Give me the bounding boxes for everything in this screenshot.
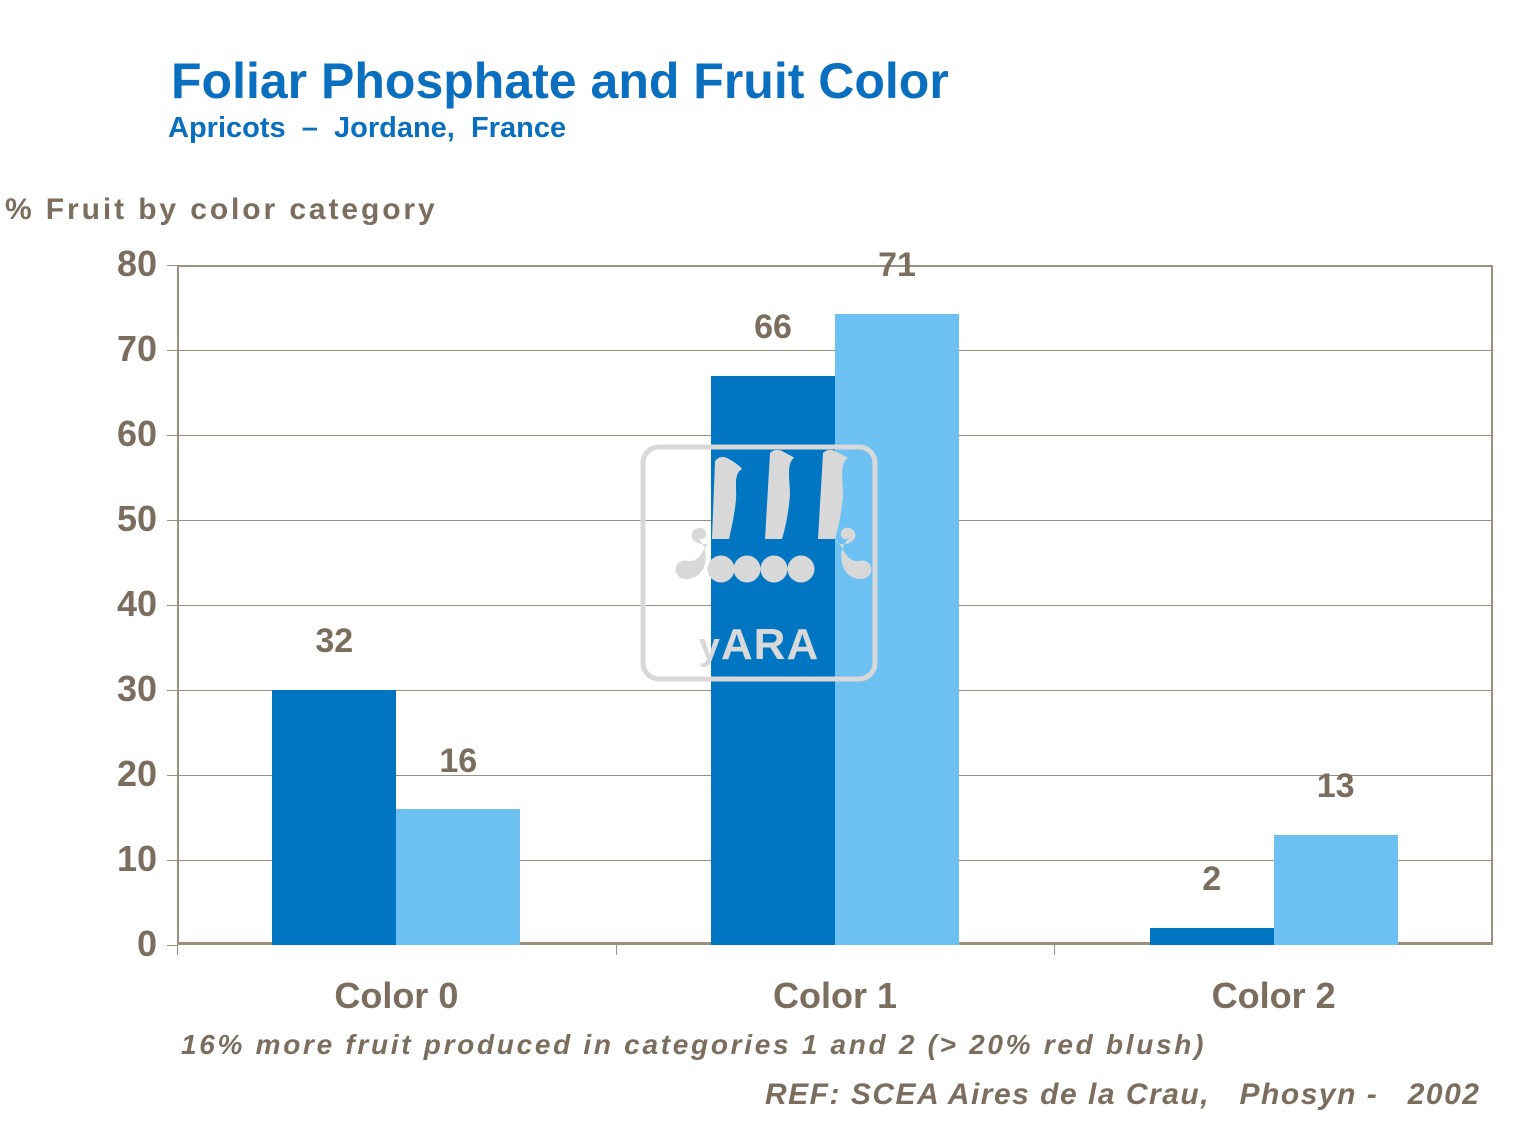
svg-text:yARA: yARA bbox=[699, 620, 819, 669]
